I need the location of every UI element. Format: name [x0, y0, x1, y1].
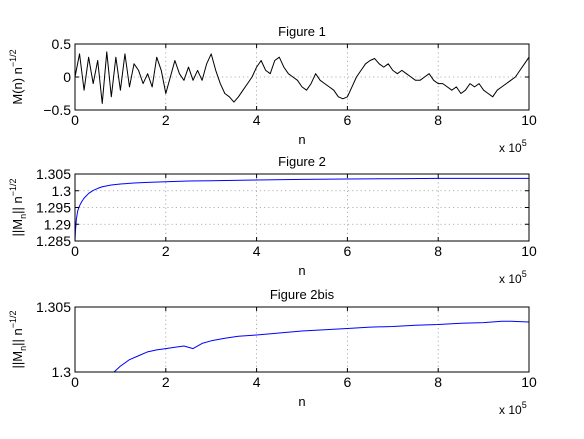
x-multiplier: x 105 — [499, 138, 527, 155]
chart-title: Figure 2 — [278, 154, 326, 169]
x-tick-label: 6 — [344, 112, 352, 128]
x-tick-label: 4 — [253, 243, 261, 259]
series-line — [113, 320, 529, 372]
x-tick-label: 8 — [434, 243, 442, 259]
x-tick-label: 10 — [521, 112, 537, 128]
x-multiplier: x 105 — [499, 269, 527, 286]
y-tick-label: 0 — [63, 69, 71, 85]
x-tick-label: 8 — [434, 374, 442, 390]
x-tick-label: 0 — [71, 374, 79, 390]
y-tick-label: 1.3 — [52, 364, 72, 380]
x-tick-label: 0 — [71, 112, 79, 128]
y-axis-label: ||Mn|| n−1/2 — [8, 179, 28, 237]
chart-title: Figure 1 — [278, 24, 326, 39]
series-line — [75, 177, 529, 241]
x-axis-label: n — [298, 394, 305, 409]
x-tick-label: 4 — [253, 112, 261, 128]
x-axis-label: n — [298, 263, 305, 278]
x-tick-label: 10 — [521, 243, 537, 259]
x-tick-label: 10 — [521, 374, 537, 390]
y-axis-label: ||Mn|| n−1/2 — [8, 311, 28, 369]
y-tick-label: 1.305 — [36, 299, 71, 315]
chart-title: Figure 2bis — [270, 287, 335, 302]
y-tick-label: 1.305 — [36, 166, 71, 182]
axes-box — [74, 306, 530, 373]
y-axis-label: M(n) n−1/2 — [8, 49, 25, 104]
series-line — [75, 51, 529, 104]
x-tick-label: 4 — [253, 374, 261, 390]
x-tick-label: 0 — [71, 243, 79, 259]
x-multiplier: x 105 — [499, 400, 527, 417]
x-tick-label: 2 — [162, 243, 170, 259]
y-tick-label: 1.285 — [36, 233, 71, 249]
y-tick-label: −0.5 — [43, 102, 71, 118]
x-tick-label: 2 — [162, 112, 170, 128]
x-tick-label: 6 — [344, 243, 352, 259]
x-tick-label: 2 — [162, 374, 170, 390]
x-axis-label: n — [298, 132, 305, 147]
y-tick-label: 1.3 — [52, 183, 72, 199]
y-tick-label: 0.5 — [52, 36, 72, 52]
subplot-3: 0 2 4 6 8 10 1.3 1.305 Figure 2bis n x 105 ||Mn|| n… — [8, 287, 537, 417]
y-tick-label: 1.29 — [44, 216, 71, 232]
y-tick-label: 1.295 — [36, 200, 71, 216]
x-tick-label: 8 — [434, 112, 442, 128]
x-tick-label: 6 — [344, 374, 352, 390]
